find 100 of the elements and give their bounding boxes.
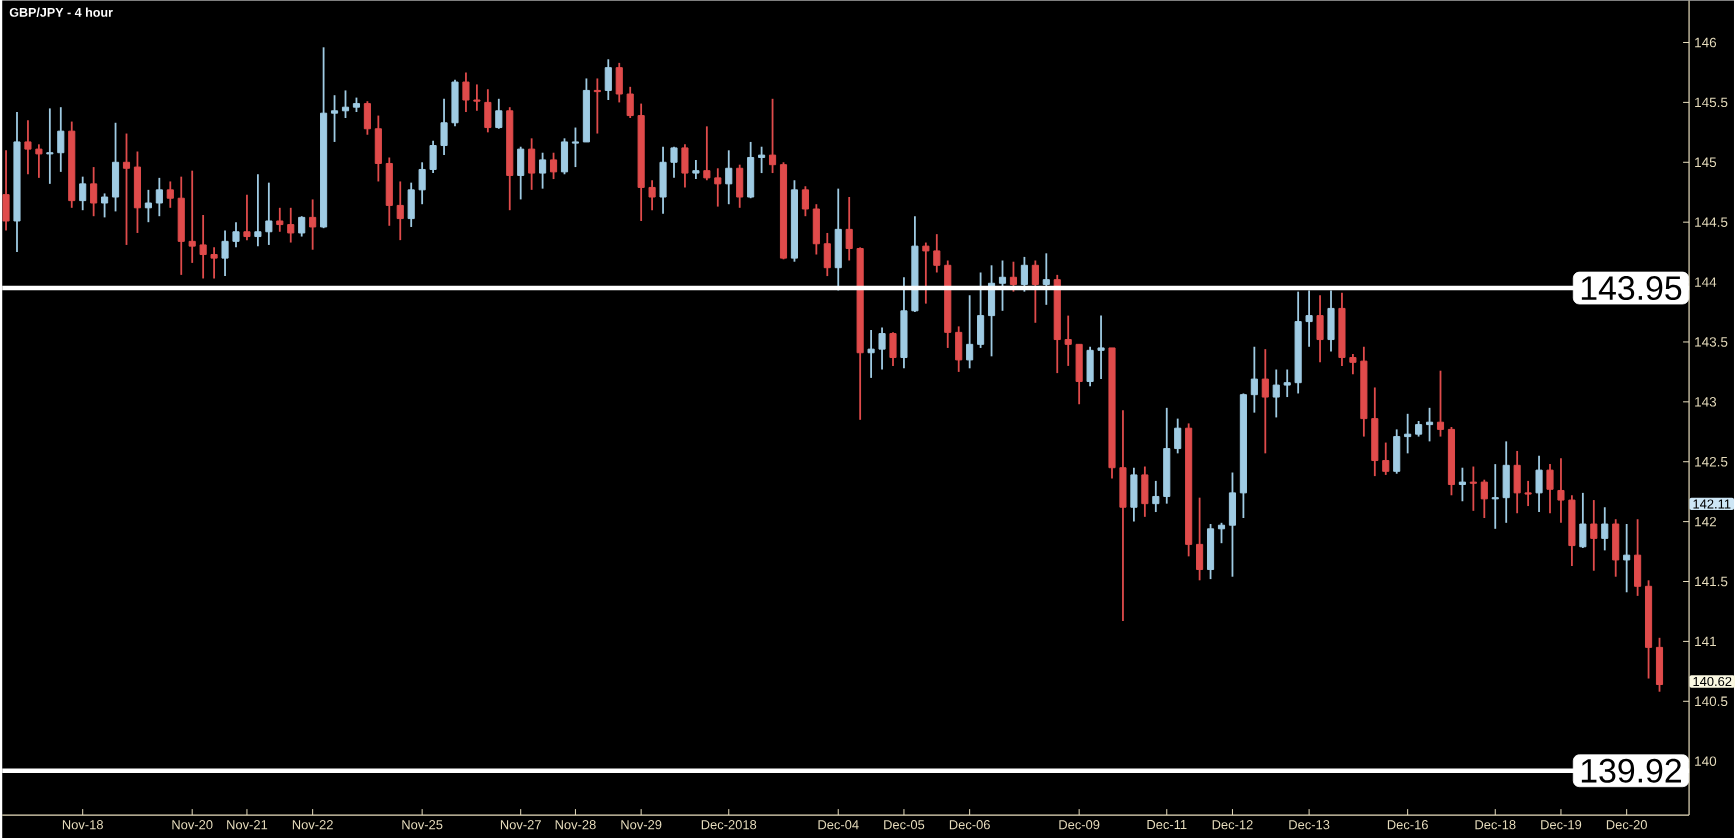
candlestick [473,83,481,112]
candlestick [1546,463,1554,515]
candlestick [1382,441,1390,476]
candlestick [714,167,722,208]
candlestick [232,221,240,249]
y-tick-label: 143 [1695,397,1717,407]
candlestick [1272,368,1280,419]
candlestick [1590,499,1598,572]
candlestick [845,196,853,262]
candlestick [966,294,974,370]
candlestick [90,166,98,218]
candlestick [1458,466,1466,503]
candlestick [1524,479,1532,507]
candlestick [1009,260,1018,293]
candlestick [1349,353,1357,376]
candlestick [1469,465,1477,512]
candlestick [166,180,174,209]
candlestick [571,126,580,168]
candlestick [1031,259,1039,324]
x-tick-label: Nov-18 [62,820,103,830]
candlestick [593,77,601,135]
x-tick-label: Dec-04 [818,820,859,830]
candlestick [1436,369,1445,438]
candlestick [867,329,875,379]
x-tick-label: Dec-19 [1541,820,1582,830]
y-tick-label: 142 [1695,516,1716,527]
ref-line-label: 139.92 [1581,758,1681,783]
candlestick [878,326,886,371]
x-tick-label: Nov-28 [555,820,596,830]
candlestick [101,192,109,219]
y-tick-label: 142.5 [1695,456,1728,467]
x-tick-label: Dec-06 [949,820,990,830]
candlestick [24,119,32,176]
candlestick [1042,252,1050,306]
candlestick [1152,479,1160,513]
chart-title: GBP/JPY - 4 hour [9,7,113,17]
candlestick [670,145,678,179]
y-tick-label: 144 [1695,277,1717,287]
candlestick [418,161,426,206]
y-tick-label: 140 [1695,756,1717,766]
candlestick [703,125,711,182]
candlestick [922,241,930,305]
candlestick [725,149,733,206]
candlestick [35,143,43,179]
candlestick [287,206,295,244]
candlestick [1316,294,1324,364]
candlestick [604,58,612,101]
x-tick-label: Nov-27 [500,820,541,830]
candlestick [692,158,700,180]
x-tick-label: Dec-2018 [701,820,757,830]
candlestick [823,232,831,277]
candlestick [199,214,207,280]
candlestick [528,137,536,191]
candlestick [1601,506,1609,552]
candlestick [276,206,284,233]
candlestick [57,106,65,173]
candlestick [1535,454,1543,513]
candlestick [155,176,163,218]
candlestick [1097,314,1105,380]
x-tick-label: Dec-12 [1212,820,1253,830]
candlestick [933,233,941,274]
candlestick [1020,255,1028,293]
candlestick [46,107,54,185]
candlestick [1250,345,1258,414]
candlestick [539,151,547,190]
candlestick [1305,289,1313,348]
candlestick [768,97,777,174]
x-tick-label: Nov-21 [227,820,268,830]
candlestick [1491,463,1499,530]
y-tick-label: 141.5 [1695,576,1728,587]
x-tick-label: Dec-09 [1059,820,1100,830]
x-tick-label: Dec-11 [1147,820,1187,830]
y-tick-label: 140.5 [1695,696,1728,707]
candlestick [396,180,404,242]
candlestick [243,193,251,242]
candlestick [1623,523,1631,594]
candlestick [1283,368,1291,398]
candlestick [309,198,317,251]
candlestick [330,94,339,143]
candlestick [801,185,809,218]
x-tick-label: Nov-22 [292,820,333,830]
ref-line-label: 143.95 [1581,276,1682,301]
y-tick-label: 146 [1695,37,1717,48]
candlestick [549,151,558,180]
candlestick [1261,348,1269,455]
x-tick-label: Dec-13 [1289,820,1330,830]
x-tick-label: Dec-16 [1387,820,1428,830]
candlestick [144,188,152,224]
candlestick [254,173,262,248]
candlestick [495,97,503,130]
candlestick [1557,457,1565,524]
candlestick [462,71,470,113]
candlestick [188,169,196,264]
x-tick-label: Dec-05 [884,820,925,830]
candlestick [1064,314,1072,367]
y-tick-label: 144.5 [1695,217,1728,227]
candlestick [758,145,766,174]
candlestick [1579,491,1587,549]
candlestick [889,331,897,367]
candlestick [998,259,1007,312]
